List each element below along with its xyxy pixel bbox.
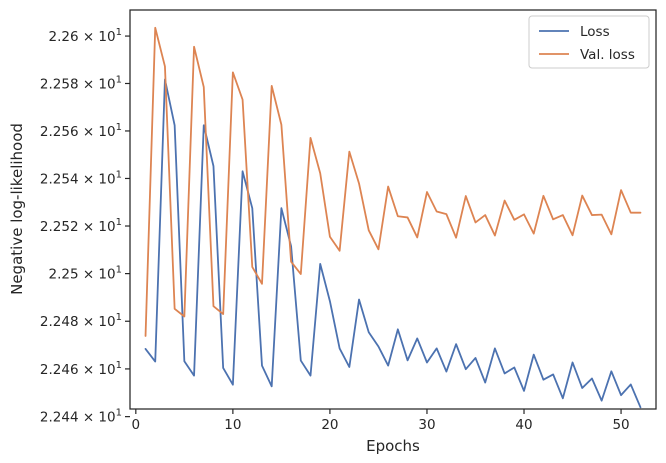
legend-box — [528, 15, 650, 69]
x-tick-label: 20 — [321, 417, 338, 433]
plot-frame — [129, 9, 657, 410]
y-tick-label: 2.26 × 101 — [48, 27, 122, 45]
y-tick-label: 2.258 × 101 — [40, 74, 122, 92]
legend: Loss Val. loss — [528, 15, 650, 69]
y-tick-label: 2.25 × 101 — [48, 265, 122, 283]
x-tick-label: 10 — [224, 417, 241, 433]
legend-label-loss: Loss — [580, 24, 610, 40]
y-tick-label: 2.254 × 101 — [40, 169, 122, 187]
x-tick-label: 0 — [132, 417, 141, 433]
x-tick-label: 40 — [515, 417, 532, 433]
series-lines — [144, 26, 642, 409]
y-tick-label: 2.256 × 101 — [40, 122, 122, 140]
y-tick-label: 2.248 × 101 — [40, 312, 122, 330]
y-tick-label: 2.244 × 101 — [40, 408, 122, 426]
x-tick-label: 50 — [612, 417, 629, 433]
series-line-val-loss — [144, 26, 642, 337]
x-tick-label: 30 — [418, 417, 435, 433]
y-axis: 2.244 × 101 2.246 × 101 2.248 × 101 2.25 × … — [40, 27, 130, 426]
y-tick-label: 2.252 × 101 — [40, 217, 122, 235]
y-axis-label: Negative log-likelihood — [8, 123, 26, 295]
series-line-loss — [144, 78, 642, 409]
y-tick-label: 2.246 × 101 — [40, 360, 122, 378]
x-axis: 0 10 20 30 40 50 — [132, 409, 630, 433]
legend-label-val-loss: Val. loss — [580, 47, 635, 63]
plot-area — [130, 10, 656, 409]
x-axis-label: Epochs — [366, 437, 420, 455]
